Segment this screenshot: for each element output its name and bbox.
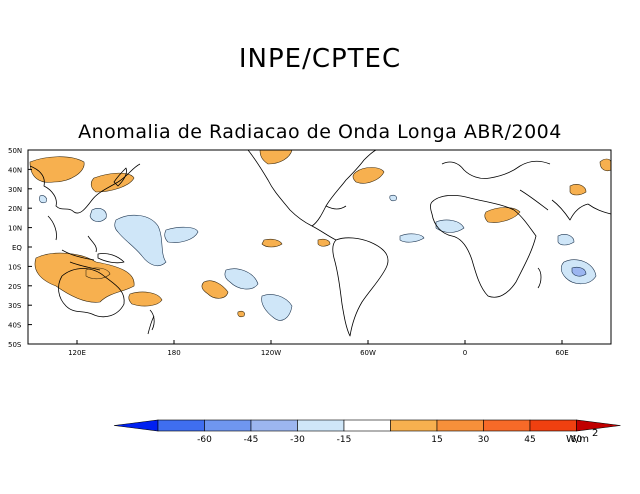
lon-label: 180 [167,349,180,357]
colorbar-label: -60 [197,435,212,445]
map-title: Anomalia de Radiacao de Onda Longa ABR/2… [78,121,562,143]
lon-axis: 120E 180 120W 60W 0 60E [68,340,569,357]
negative-anomaly-areas [39,194,597,321]
lat-label: 40S [8,322,22,330]
colorbar-segment [343,419,391,432]
lat-label: 20S [8,283,22,291]
colorbar-label: -45 [244,435,259,445]
colorbar-segment [204,419,252,432]
lon-label: 60E [555,349,568,357]
colorbar-segment [483,419,531,432]
lat-label: 20N [8,205,22,213]
lat-label: 10N [8,225,22,233]
colorbar-segment [157,419,205,432]
lon-label: 120W [261,349,281,357]
colorbar-segment [390,419,438,432]
lat-label: 40N [8,166,22,174]
colorbar-label: 45 [524,435,535,445]
coastlines [29,149,612,337]
colorbar-label: -30 [290,435,305,445]
header-title: INPE/CPTEC [238,44,402,74]
colorbar-label: 60 [571,435,583,445]
colorbar-segment [297,419,345,432]
lat-label: 50S [8,341,22,349]
colorbar-segment [436,419,484,432]
colorbar-label: 15 [431,435,442,445]
unit-label: W/m2 [566,428,598,445]
colorbar-arrow-left [113,419,159,432]
lon-label: 60W [360,349,376,357]
colorbar-arrow-right [576,419,621,432]
lat-label: 30S [8,302,22,310]
lat-label: 30N [8,186,22,194]
unit-exponent: 2 [592,428,598,439]
colorbar-segment [250,419,298,432]
lat-label: 50N [8,147,22,155]
colorbar-label: -15 [337,435,352,445]
unit-base: W/m [566,434,589,445]
colorbar-segment [529,419,577,432]
lat-label: EQ [12,244,22,252]
lon-label: 120E [68,349,86,357]
lat-axis: 50N 40N 30N 20N 10N EQ 10S 20S 30S 40S 5… [8,147,32,349]
colorbar: -60 -45 -30 -15 15 30 45 60 [113,419,621,445]
lon-label: 0 [463,349,467,357]
lat-label: 10S [8,263,22,271]
colorbar-label: 30 [478,435,490,445]
